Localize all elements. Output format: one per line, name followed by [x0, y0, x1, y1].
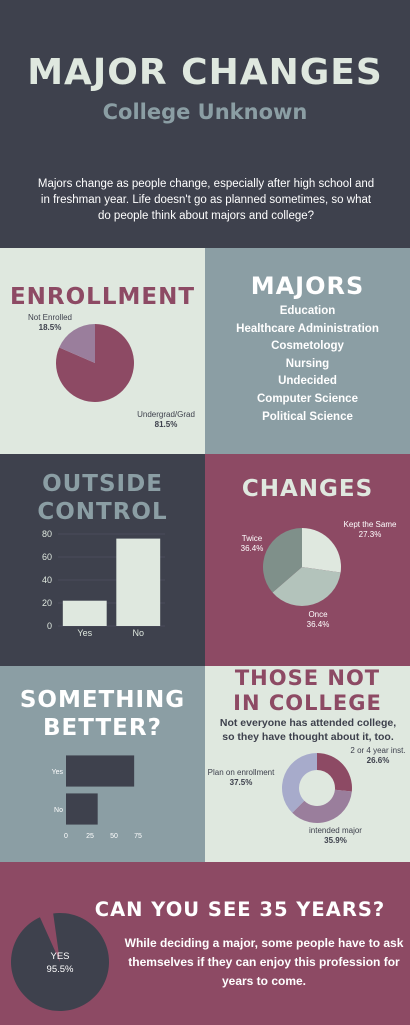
donut-label-plan: Plan on enrollment 37.5%: [205, 768, 277, 788]
label-value: 18.5%: [38, 323, 62, 332]
major-item: Education: [279, 305, 336, 317]
donut-label-major: intended major 35.9%: [303, 826, 368, 846]
bar: [116, 538, 161, 626]
page-title: MAJOR CHANGES: [27, 52, 383, 93]
y-tick-label: No: [54, 807, 63, 814]
majors-section: MAJORS Education Healthcare Administrati…: [205, 248, 410, 454]
majors-list: Education Healthcare Administration Cosm…: [205, 303, 410, 426]
enrollment-heading: ENROLLMENT: [9, 284, 196, 310]
label-name: Once: [308, 610, 328, 619]
label-value: 37.5%: [229, 778, 253, 787]
pie-slice: [302, 528, 341, 573]
bar: [66, 793, 98, 825]
thirty-five-section: CAN YOU SEE 35 YEARS? While deciding a m…: [0, 862, 410, 1025]
pie-slice: [282, 753, 317, 813]
header-section: MAJOR CHANGES College Unknown Majors cha…: [0, 0, 410, 248]
label-value: 35.9%: [324, 836, 347, 845]
label-value: 27.3%: [358, 530, 382, 539]
not-in-college-section: THOSE NOT IN COLLEGE Not everyone has at…: [205, 666, 410, 862]
heading-line: CONTROL: [37, 499, 168, 525]
thirty-five-pie-label: YES 95.5%: [10, 950, 110, 976]
not-in-college-donut-chart: [282, 753, 352, 823]
changes-heading: CHANGES: [241, 476, 374, 502]
label-name: Not Enrolled: [27, 313, 73, 322]
major-item: Undecided: [278, 375, 337, 388]
x-tick-label: 50: [110, 833, 118, 840]
x-tick-label: 75: [134, 833, 142, 840]
heading-line: OUTSIDE: [42, 471, 163, 497]
changes-label-twice: Twice 36.4%: [227, 534, 277, 554]
label-value: 95.5%: [46, 964, 74, 975]
label-value: 26.6%: [366, 756, 390, 765]
enrollment-label-not-enrolled: Not Enrolled 18.5%: [20, 313, 80, 333]
pie-slice: [10, 913, 109, 1011]
label-value: 36.4%: [306, 620, 330, 629]
x-tick-label: 0: [64, 833, 68, 840]
majors-heading: MAJORS: [250, 272, 365, 300]
something-better-bar-chart: Yes No 0 25 50 75: [52, 755, 142, 840]
intro-text: Majors change as people change, especial…: [37, 178, 375, 222]
major-item: Cosmetology: [271, 340, 344, 353]
major-item: Computer Science: [257, 392, 358, 405]
changes-label-kept: Kept the Same 27.3%: [330, 520, 410, 540]
label-name: intended major: [309, 826, 362, 835]
label-name: Undergrad/Grad: [137, 410, 195, 419]
page-subtitle: College Unknown: [102, 100, 308, 124]
bar: [62, 600, 107, 626]
pie-slice: [263, 528, 302, 593]
x-tick-label: 25: [86, 833, 94, 840]
label-name: 2 or 4 year inst.: [350, 746, 406, 755]
changes-section: CHANGES Kept the Same 27.3% Twice 36.4% …: [205, 454, 410, 666]
y-tick-label: 40: [42, 575, 52, 585]
label-name: Plan on enrollment: [207, 768, 275, 777]
major-item: Healthcare Administration: [236, 322, 379, 335]
thirty-five-pie-chart: [10, 913, 109, 1011]
something-better-heading: SOMETHING BETTER?: [0, 686, 205, 742]
heading-line: IN COLLEGE: [233, 691, 382, 715]
enrollment-section: ENROLLMENT Not Enrolled 18.5% Undergrad/…: [0, 248, 205, 454]
x-tick-label: Yes: [77, 628, 92, 638]
changes-pie-chart: [263, 528, 341, 606]
label-name: Twice: [241, 534, 263, 543]
x-tick-label: No: [132, 628, 144, 638]
outside-control-bar-chart: 0 20 40 60 80 Yes No: [42, 529, 165, 638]
y-tick-label: 80: [42, 529, 52, 539]
heading-line: BETTER?: [43, 715, 162, 741]
y-tick-label: Yes: [52, 769, 64, 776]
not-in-college-heading: THOSE NOT IN COLLEGE: [205, 666, 410, 716]
pie-slice: [317, 753, 352, 792]
thirty-five-heading: CAN YOU SEE 35 YEARS?: [94, 898, 386, 921]
something-better-section: SOMETHING BETTER? Yes No 0 25 50 75: [0, 666, 205, 862]
y-tick-label: 20: [42, 598, 52, 608]
enrollment-pie-chart: [56, 324, 134, 402]
major-item: Political Science: [262, 410, 353, 423]
changes-label-once: Once 36.4%: [293, 610, 343, 630]
pie-slice: [59, 324, 95, 363]
heading-line: THOSE NOT: [234, 666, 381, 690]
bar: [66, 755, 135, 787]
pie-slice: [292, 789, 352, 823]
outside-control-section: OUTSIDE CONTROL 0 20 40 60 80 Yes No: [0, 454, 205, 666]
thirty-five-text: While deciding a major, some people have…: [124, 936, 404, 988]
y-tick-label: 0: [47, 621, 52, 631]
label-value: 36.4%: [240, 544, 264, 553]
not-in-college-text: Not everyone has attended college, so th…: [219, 717, 397, 743]
outside-control-heading: OUTSIDE CONTROL: [0, 470, 205, 526]
label-name: Kept the Same: [343, 520, 397, 529]
enrollment-label-undergrad: Undergrad/Grad 81.5%: [130, 410, 202, 430]
y-tick-label: 60: [42, 552, 52, 562]
major-item: Nursing: [285, 357, 330, 370]
label-name: YES: [50, 951, 70, 962]
pie-slice: [272, 567, 341, 606]
label-value: 81.5%: [154, 420, 178, 429]
heading-line: SOMETHING: [19, 687, 186, 713]
donut-label-inst: 2 or 4 year inst. 26.6%: [347, 746, 409, 766]
